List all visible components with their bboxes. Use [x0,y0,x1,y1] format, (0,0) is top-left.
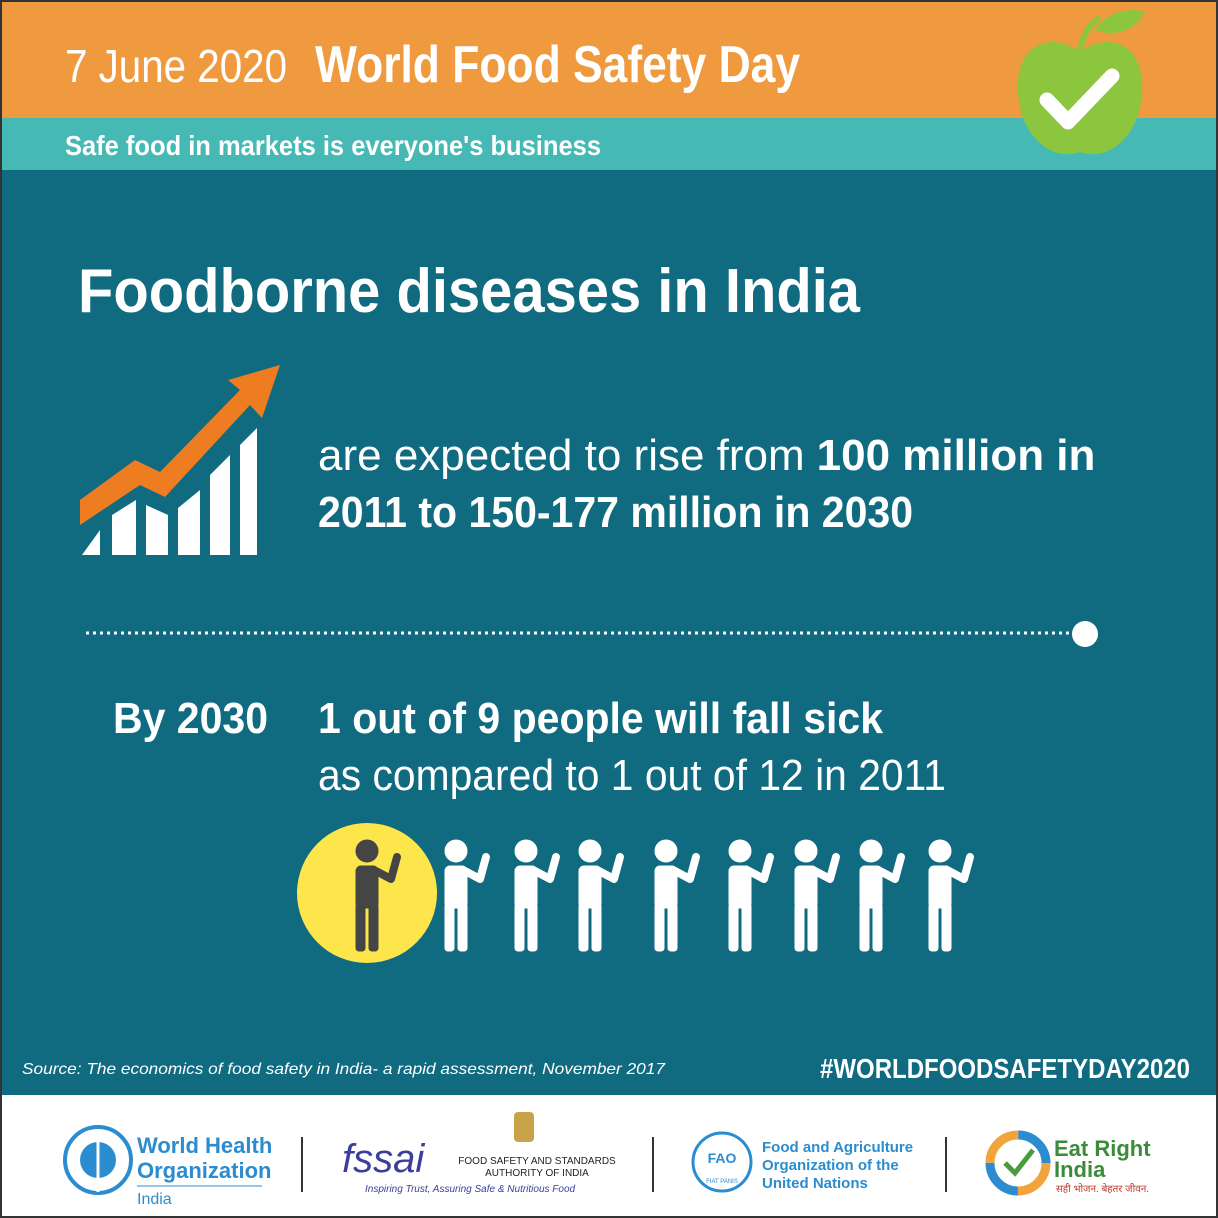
fssai-name: AUTHORITY OF INDIA [485,1168,589,1179]
icon-bar [112,500,136,555]
eat-right-logo: Eat Right India सही भोजन. बेहतर जीवन. [985,1130,1151,1196]
ratio-comparison: as compared to 1 out of 12 in 2011 [318,751,946,800]
fssai-tagline: Inspiring Trust, Assuring Safe & Nutriti… [365,1184,576,1195]
apple-icon [1017,9,1145,155]
who-name: World Health [137,1133,272,1158]
fssai-logo: fssai FOOD SAFETY AND STANDARDS AUTHORIT… [342,1112,616,1195]
fao-mark: FAO [708,1150,737,1166]
fao-name: United Nations [762,1175,868,1192]
theme-band [0,118,1218,170]
eat-right-ring [985,1130,1051,1196]
eat-right-tagline: सही भोजन. बेहतर जीवन. [1056,1183,1149,1195]
heading: Foodborne diseases in India [78,257,860,326]
who-name: Organization [137,1158,271,1183]
apple-stem [1077,15,1102,53]
icon-bar [82,530,100,555]
icon-bar [210,455,230,555]
rise-line: are expected to rise from 100 million in [318,431,1095,480]
eat-right-name: Eat Right [1054,1136,1151,1161]
icon-bar [146,505,168,555]
rise-lead: are expected to rise from [318,431,805,480]
source: Source: The economics of food safety in … [22,1061,666,1078]
rise-highlight: 100 million in [817,431,1096,480]
people-row [356,840,970,951]
check-mark [1039,68,1120,130]
apple-leaf [1095,9,1145,34]
ratio-highlight: 1 out of 9 people will fall sick [318,694,883,743]
icon-bar [178,490,200,555]
growth-icon [80,365,280,555]
eat-right-check [1003,1148,1035,1177]
fao-name: Organization of the [762,1157,899,1174]
header-band [0,0,1218,118]
theme: Safe food in markets is everyone's busin… [65,130,601,161]
hashtag: #WORLDFOODSAFETYDAY2020 [820,1053,1190,1084]
icon-bar [240,428,257,555]
ratio-label: By 2030 [113,694,268,743]
fssai-mark: fssai [342,1137,425,1181]
icon-arrow [80,365,280,525]
date: 7 June 2020 [65,40,287,92]
rise-highlight: 2011 to 150-177 million in 2030 [318,488,913,537]
fao-motto: FIAT PANIS [706,1179,738,1185]
fssai-name: FOOD SAFETY AND STANDARDS [458,1156,616,1167]
who-logo: World Health Organization India [63,1125,272,1208]
apple [1017,42,1143,155]
fao-emblem [691,1131,753,1193]
fao-logo: FAO FIAT PANIS Food and Agriculture Orga… [691,1131,913,1193]
who-country: India [137,1191,172,1208]
main-panel [0,170,1218,1095]
divider-dot [1072,621,1098,647]
title: World Food Safety Day [315,36,800,94]
fao-name: Food and Agriculture [762,1139,913,1156]
who-emblem [63,1125,133,1195]
eat-right-name: India [1054,1157,1106,1182]
fssai-emblem [514,1112,534,1142]
